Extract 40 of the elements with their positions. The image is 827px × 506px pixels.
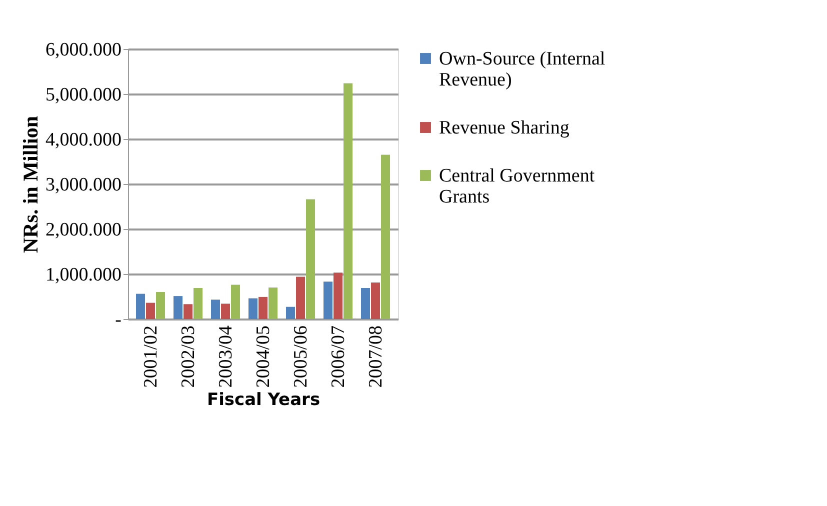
x-tick-label: 2007/08: [366, 326, 386, 388]
bar: [344, 83, 352, 319]
y-tick-label: 1,000.000: [46, 264, 122, 286]
y-tick-label: 4,000.000: [46, 130, 122, 150]
bar: [194, 288, 202, 319]
legend-label: Revenue Sharing: [439, 118, 570, 138]
bar: [296, 276, 305, 319]
bar: [381, 154, 390, 319]
bar: [146, 302, 155, 319]
bar: [286, 306, 295, 319]
bar: [324, 282, 332, 319]
bar: [361, 288, 370, 319]
legend-label: Central Government Grants: [439, 166, 596, 208]
x-tick-label: 2006/07: [328, 326, 349, 388]
x-tick-label: 2002/03: [178, 326, 199, 388]
x-tick-label: 2001/02: [140, 326, 162, 388]
bar: [268, 288, 278, 319]
bar: [258, 296, 268, 319]
y-tick-label: 5,000.000: [46, 84, 122, 106]
x-tick-label: 2003/04: [216, 325, 236, 388]
y-tick-label: -: [115, 310, 122, 330]
bar: [156, 292, 165, 319]
bar: [371, 282, 380, 319]
y-axis-title: NRs. in Million: [18, 116, 42, 254]
bar: [221, 304, 230, 319]
x-tick-label: 2004/05: [253, 326, 274, 388]
bar: [334, 272, 342, 319]
bar: [136, 294, 145, 319]
x-axis-title: Fiscal Years: [206, 390, 320, 410]
y-tick-label: 3,000.000: [46, 174, 122, 196]
y-tick-label: 2,000.000: [46, 220, 122, 240]
bar: [184, 304, 192, 319]
bar: [231, 284, 240, 319]
bar: [211, 300, 220, 319]
bar: [306, 199, 315, 319]
bar: [174, 296, 182, 319]
x-tick-label: 2005/06: [290, 326, 312, 388]
bar: [248, 298, 258, 319]
legend-label: Own-Source (Internal Revenue): [439, 48, 606, 90]
y-tick-label: 6,000.000: [46, 40, 122, 60]
